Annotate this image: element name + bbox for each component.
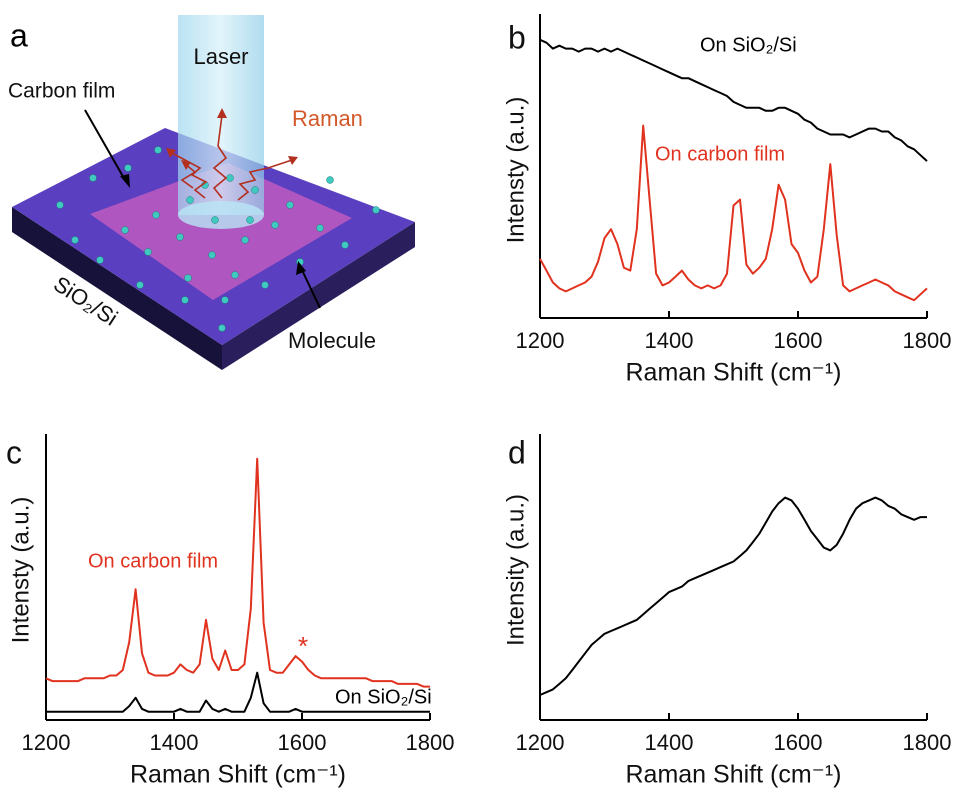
x-tick-label: 1400: [150, 730, 199, 755]
x-axis-label: Raman Shift (cm⁻¹): [625, 761, 841, 789]
x-axis-label: Raman Shift (cm⁻¹): [625, 359, 841, 387]
x-tick-label: 1600: [774, 328, 823, 353]
x-tick-label: 1400: [645, 328, 694, 353]
panel-label: b: [508, 19, 526, 55]
x-tick-label: 1800: [903, 328, 952, 353]
x-axis-label: Raman Shift (cm⁻¹): [130, 761, 346, 789]
x-tick-label: 1600: [278, 730, 327, 755]
x-tick-label: 1400: [645, 730, 694, 755]
panel-label: a: [10, 17, 28, 53]
spectrum-line: [46, 459, 430, 687]
y-axis-label: Intensity (a.u.): [502, 494, 529, 646]
figure: a Laser Carbon film Raman SiO₂/Si Molecu…: [0, 0, 957, 797]
raman-label: Raman: [292, 106, 363, 131]
x-tick-label: 1200: [516, 328, 565, 353]
page: {"diagram": {"panel": "a", "laser": "Las…: [0, 0, 957, 797]
laser-label: Laser: [193, 44, 248, 69]
x-tick-label: 1200: [516, 730, 565, 755]
x-tick-label: 1600: [774, 730, 823, 755]
annotation: *: [298, 631, 308, 661]
molecule-label: Molecule: [288, 328, 376, 353]
series-label: On SiO₂/Si: [700, 34, 797, 56]
spectrum-line: [540, 498, 927, 695]
series-label: On SiO₂/Si: [335, 686, 432, 708]
laser-spot: [178, 201, 264, 229]
diagram: a Laser Carbon film Raman SiO₂/Si Molecu…: [8, 15, 415, 370]
series-label: On carbon film: [88, 550, 218, 572]
series-label: On carbon film: [655, 143, 785, 165]
carbon-film-label: Carbon film: [8, 80, 115, 103]
x-tick-label: 1200: [22, 730, 71, 755]
y-axis-label: Intensty (a.u.): [502, 97, 529, 244]
y-axis-label: Intensty (a.u.): [7, 497, 34, 644]
x-tick-label: 1800: [406, 730, 455, 755]
x-tick-label: 1800: [903, 730, 952, 755]
panel-label: d: [508, 434, 526, 470]
panel-label: c: [6, 434, 22, 470]
